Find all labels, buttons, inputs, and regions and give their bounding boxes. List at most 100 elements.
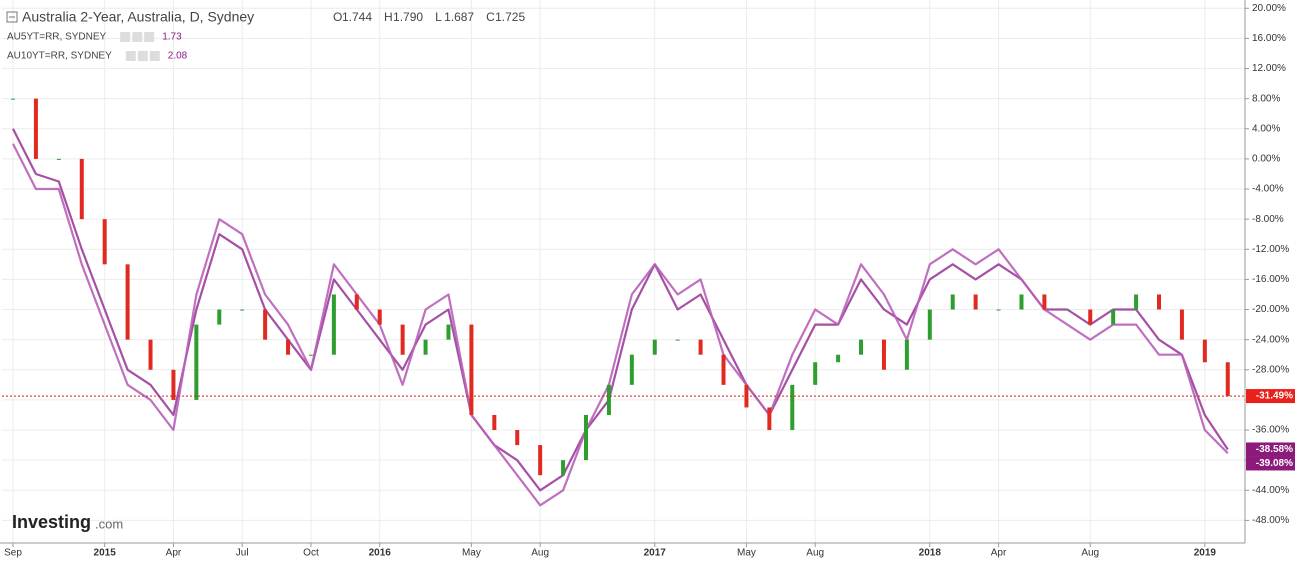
candle — [652, 339, 657, 355]
ohlc-value: 1.725 — [495, 10, 525, 24]
last-value-label: -31.49% — [1256, 391, 1293, 402]
candle — [56, 158, 61, 160]
legend: AU5YT=RR, SYDNEY 1.73 AU10YT=RR, SYDNEY 2.0… — [7, 32, 188, 62]
ohlc-key: C — [486, 10, 495, 24]
legend-name: AU10YT=RR, SYDNEY — [7, 51, 112, 62]
candle — [859, 339, 864, 355]
candle — [1019, 294, 1024, 310]
candle — [1042, 294, 1047, 310]
candle — [125, 264, 130, 340]
candle — [1225, 362, 1230, 397]
candle — [927, 309, 932, 340]
y-tick-label: 8.00% — [1252, 93, 1280, 104]
y-tick-label: -44.00% — [1252, 485, 1289, 496]
candle — [33, 98, 38, 159]
candle — [1134, 294, 1139, 310]
candle — [423, 339, 428, 355]
candle — [331, 294, 336, 355]
candle — [561, 460, 566, 476]
legend-icon[interactable] — [137, 51, 148, 61]
legend-icon[interactable] — [144, 32, 155, 42]
candle — [606, 384, 611, 415]
y-tick-label: -12.00% — [1252, 244, 1289, 255]
candle — [1065, 309, 1070, 311]
candle — [377, 309, 382, 325]
logo-suffix: .com — [95, 516, 123, 531]
candle — [721, 354, 726, 385]
candle — [354, 294, 359, 310]
x-tick-label: 2015 — [94, 548, 117, 559]
candle — [675, 339, 680, 341]
x-tick-label: May — [737, 548, 756, 559]
candle — [790, 384, 795, 431]
candle — [515, 430, 520, 446]
candle — [148, 339, 153, 370]
legend-icon[interactable] — [132, 32, 143, 42]
candle — [240, 309, 245, 311]
candle — [904, 339, 909, 370]
y-tick-label: -36.00% — [1252, 425, 1289, 436]
candle — [469, 324, 474, 415]
x-tick-label: Aug — [531, 548, 549, 559]
y-tick-label: -8.00% — [1252, 214, 1284, 225]
x-tick-label: Oct — [303, 548, 319, 559]
x-tick-label: Apr — [991, 548, 1007, 559]
candle — [263, 309, 268, 340]
x-tick-label: Apr — [166, 548, 182, 559]
ohlc-value: 1.790 — [393, 10, 423, 24]
legend-icon[interactable] — [149, 51, 160, 61]
y-tick-label: -48.00% — [1252, 515, 1289, 526]
x-tick-label: Aug — [1081, 548, 1099, 559]
legend-value: 1.73 — [162, 32, 182, 43]
ohlc-key: L — [435, 10, 442, 24]
legend-value: 2.08 — [168, 51, 188, 62]
last-value-tag — [1246, 442, 1295, 457]
y-tick-label: -4.00% — [1252, 184, 1284, 195]
y-tick-label: 0.00% — [1252, 154, 1280, 165]
y-tick-label: 4.00% — [1252, 123, 1280, 134]
x-tick-label: 2018 — [919, 548, 942, 559]
last-value-tag — [1246, 389, 1295, 404]
ohlc-value: 1.687 — [444, 10, 474, 24]
legend-icon[interactable] — [120, 32, 131, 42]
candle — [102, 219, 107, 265]
y-tick-label: -16.00% — [1252, 274, 1289, 285]
x-tick-label: May — [462, 548, 481, 559]
x-tick-label: 2019 — [1194, 548, 1217, 559]
logo-brand: Investing — [12, 512, 91, 532]
last-value-label: -38.58% — [1256, 444, 1293, 455]
y-tick-label: -20.00% — [1252, 304, 1289, 315]
candle — [308, 354, 313, 356]
last-value-tag — [1246, 456, 1295, 471]
axes: 20.00% 16.00% 12.00% 8.00% 4.00% 0.00% -4.00% -… — [4, 3, 1289, 559]
candle — [538, 445, 543, 476]
candle — [584, 414, 588, 461]
marks — [2, 98, 1245, 507]
ohlc-key: O — [333, 10, 342, 24]
x-tick-label: 2017 — [644, 548, 667, 559]
y-tick-label: 20.00% — [1252, 3, 1286, 14]
candle — [629, 354, 634, 385]
candle — [836, 354, 841, 363]
candle — [698, 339, 703, 355]
candle — [446, 324, 451, 340]
x-tick-label: 2016 — [369, 548, 392, 559]
chart-title: Australia 2-Year, Australia, D, Sydney — [22, 9, 254, 25]
legend-icon[interactable] — [125, 51, 136, 61]
candle — [1088, 309, 1093, 325]
last-value-label: -39.08% — [1256, 458, 1293, 469]
y-tick-label: -28.00% — [1252, 364, 1289, 375]
collapse-icon[interactable] — [6, 11, 18, 23]
ohlc-value: 1.744 — [342, 10, 372, 24]
candle — [286, 339, 291, 355]
y-tick-label: 16.00% — [1252, 33, 1286, 44]
candle — [1111, 309, 1116, 325]
candle — [1202, 339, 1207, 363]
candle — [400, 324, 405, 355]
ohlc: O 1.744 H 1.790 L 1.687 C 1.725 — [333, 10, 525, 24]
candle — [79, 158, 84, 220]
x-tick-label: Jul — [236, 548, 249, 559]
